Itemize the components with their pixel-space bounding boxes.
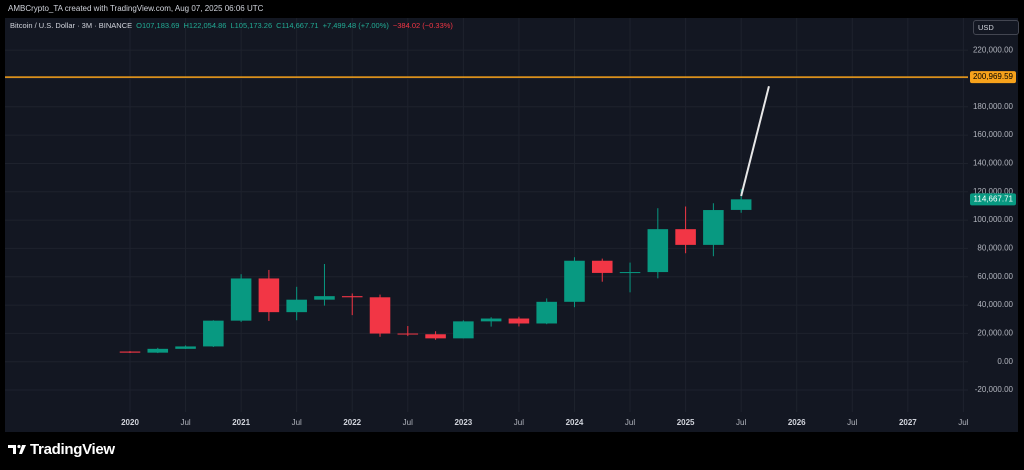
candle-body (341, 296, 363, 298)
logo-text: TradingView (30, 441, 115, 458)
legend-value: L105,173.26 (230, 21, 273, 30)
x-tick-label: Jul (736, 418, 746, 427)
last-price-label: 114,667.71 (974, 194, 1014, 203)
last-price-tag (970, 193, 1016, 206)
chart-pane (5, 18, 1018, 432)
y-tick-label: 180,000.00 (973, 102, 1014, 111)
candle-body (119, 351, 141, 353)
candle-body (730, 199, 752, 210)
x-tick-label: 2026 (788, 418, 806, 427)
candle-body (397, 333, 419, 335)
candle-body (203, 320, 224, 347)
credit: AMBCrypto_TA created with TradingView.co… (8, 4, 264, 13)
candle-body (369, 297, 391, 334)
y-tick-label: -20,000.00 (975, 385, 1014, 394)
candle-body (508, 318, 530, 324)
y-tick-label: 220,000.00 (973, 45, 1014, 54)
logo-mark (8, 444, 26, 454)
candle-body (286, 299, 307, 313)
x-tick-label: 2022 (343, 418, 361, 427)
symbol: Bitcoin / U.S. Dollar · 3M · BINANCE (10, 21, 133, 30)
x-tick-label: Jul (847, 418, 857, 427)
x-tick-label: Jul (514, 418, 524, 427)
candle-body (564, 260, 585, 302)
currency-button[interactable]: USD (973, 20, 1019, 35)
price-tag-label: 200,969.59 (973, 72, 1014, 81)
x-tick-label: 2025 (677, 418, 695, 427)
y-tick-label: 140,000.00 (973, 159, 1014, 168)
legend-value: +7,499.48 (+7.00%) (322, 21, 389, 30)
candle-body (703, 210, 724, 245)
y-tick-label: 60,000.00 (977, 272, 1013, 281)
trend-line (740, 86, 770, 197)
candle-body (480, 318, 502, 322)
x-tick-label: 2024 (566, 418, 584, 427)
candle-body (258, 278, 280, 313)
x-tick-label: Jul (625, 418, 635, 427)
candle-body (425, 334, 446, 339)
candle-body (175, 346, 196, 349)
candle-body (675, 229, 696, 245)
price-tag (970, 71, 1016, 84)
y-tick-label: 120,000.00 (973, 187, 1014, 196)
candle-body (147, 348, 169, 353)
x-tick-label: Jul (403, 418, 413, 427)
candle-body (453, 321, 474, 339)
candle-body (647, 229, 669, 273)
candle-body (619, 272, 641, 274)
x-tick-label: 2027 (899, 418, 917, 427)
y-tick-label: 80,000.00 (977, 244, 1013, 253)
legend-change: −384.02 (−0.33%) (392, 21, 453, 30)
legend-value: O107,183.69 (136, 21, 180, 30)
y-tick-label: 100,000.00 (973, 215, 1014, 224)
x-tick-label: 2023 (454, 418, 472, 427)
candle-body (591, 260, 613, 273)
x-tick-label: Jul (180, 418, 190, 427)
candle-body (314, 296, 335, 300)
x-tick-label: Jul (292, 418, 302, 427)
x-tick-label: 2020 (121, 418, 139, 427)
y-tick-label: 160,000.00 (973, 130, 1014, 139)
y-tick-label: 0.00 (997, 357, 1013, 366)
y-tick-label: 40,000.00 (977, 300, 1013, 309)
legend-value: C114,667.71 (276, 21, 319, 30)
x-tick-label: 2021 (232, 418, 250, 427)
candle-body (230, 278, 252, 321)
x-tick-label: Jul (958, 418, 968, 427)
candle-body (536, 301, 557, 324)
legend: Bitcoin / U.S. Dollar · 3M · BINANCE O10… (10, 21, 453, 30)
legend-value: H122,054.86 (183, 21, 227, 30)
y-tick-label: 20,000.00 (977, 329, 1013, 338)
